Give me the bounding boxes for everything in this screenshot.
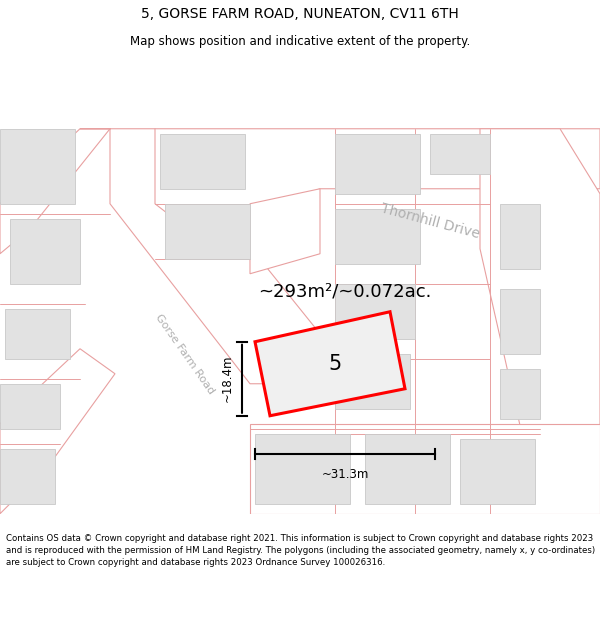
Polygon shape: [0, 129, 75, 204]
Polygon shape: [165, 204, 250, 259]
Text: ~31.3m: ~31.3m: [322, 468, 368, 481]
Polygon shape: [80, 129, 320, 384]
Polygon shape: [500, 204, 540, 269]
Polygon shape: [335, 284, 415, 339]
Polygon shape: [160, 134, 245, 189]
Polygon shape: [335, 209, 420, 264]
Polygon shape: [155, 129, 600, 239]
Text: Contains OS data © Crown copyright and database right 2021. This information is : Contains OS data © Crown copyright and d…: [6, 534, 595, 567]
Polygon shape: [250, 189, 320, 274]
Polygon shape: [500, 369, 540, 419]
Text: ~293m²/~0.072ac.: ~293m²/~0.072ac.: [258, 282, 431, 301]
Text: Map shows position and indicative extent of the property.: Map shows position and indicative extent…: [130, 35, 470, 48]
Polygon shape: [255, 434, 350, 504]
Text: 5: 5: [328, 354, 341, 374]
Polygon shape: [5, 309, 70, 359]
Text: Thornhill Drive: Thornhill Drive: [379, 202, 481, 242]
Polygon shape: [365, 434, 450, 504]
Polygon shape: [10, 219, 80, 284]
Polygon shape: [500, 289, 540, 354]
Polygon shape: [335, 134, 420, 194]
Text: ~18.4m: ~18.4m: [221, 355, 234, 402]
Polygon shape: [430, 134, 490, 174]
Polygon shape: [250, 424, 600, 514]
Polygon shape: [0, 449, 55, 504]
Text: 5, GORSE FARM ROAD, NUNEATON, CV11 6TH: 5, GORSE FARM ROAD, NUNEATON, CV11 6TH: [141, 7, 459, 21]
Polygon shape: [480, 129, 600, 514]
Polygon shape: [255, 312, 405, 416]
Polygon shape: [0, 129, 110, 254]
Text: Gorse Farm Road: Gorse Farm Road: [154, 312, 217, 396]
Polygon shape: [0, 384, 60, 429]
Polygon shape: [0, 349, 115, 514]
Polygon shape: [460, 439, 535, 504]
Polygon shape: [335, 354, 410, 409]
